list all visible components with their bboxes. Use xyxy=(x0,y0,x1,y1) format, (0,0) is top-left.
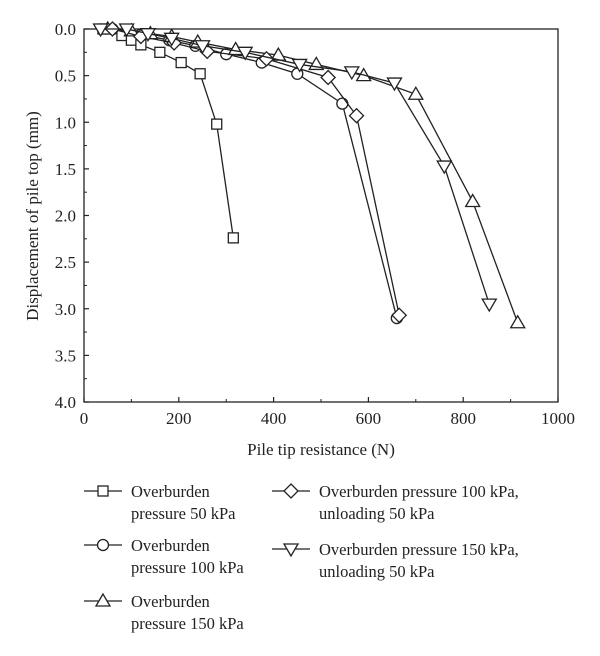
legend-marker xyxy=(282,543,300,558)
x-tick-label: 800 xyxy=(450,409,476,428)
data-point xyxy=(227,232,239,244)
data-point xyxy=(509,314,526,329)
y-tick-label: 0.0 xyxy=(55,20,76,39)
legend-label: Overburden xyxy=(131,482,210,501)
legend-entry: Overburden pressure 100 kPa, unloading 50… xyxy=(272,482,519,523)
data-point xyxy=(343,66,360,81)
series-square xyxy=(97,23,239,244)
y-tick-label: 1.5 xyxy=(55,160,76,179)
legend-label: pressure 100 kPa xyxy=(131,558,244,577)
data-point xyxy=(92,23,109,38)
legend-label: Overburden xyxy=(131,592,210,611)
legend-entry: Overburden pressure 50 kPa xyxy=(84,482,236,523)
legend: Overburden pressure 50 kPa Overburden press… xyxy=(84,482,519,633)
legend-marker xyxy=(97,485,109,497)
x-tick-label: 200 xyxy=(166,409,192,428)
y-tick-label: 2.5 xyxy=(55,253,76,272)
data-point xyxy=(118,23,135,38)
x-axis-label: Pile tip resistance (N) xyxy=(247,440,395,459)
y-tick-label: 4.0 xyxy=(55,393,76,412)
plot-frame xyxy=(83,28,559,403)
series-layer xyxy=(92,20,526,329)
data-point xyxy=(175,56,187,69)
series-triangle-down xyxy=(92,23,498,313)
y-tick-label: 2.0 xyxy=(55,207,76,226)
data-point xyxy=(336,97,349,110)
data-point xyxy=(291,58,308,73)
y-tick-label: 0.5 xyxy=(55,67,76,86)
x-tick-label: 400 xyxy=(261,409,287,428)
data-point xyxy=(139,28,157,42)
data-point xyxy=(391,307,408,324)
legend-label: unloading 50 kPa xyxy=(319,562,435,581)
y-axis: 0.0 0.5 1.0 1.5 2.0 2.5 3.0 3.5 4.0 xyxy=(55,20,89,412)
x-tick-label: 600 xyxy=(356,409,382,428)
x-tick-label: 0 xyxy=(80,409,89,428)
legend-label: unloading 50 kPa xyxy=(319,504,435,523)
legend-label: pressure 50 kPa xyxy=(131,504,236,523)
data-point xyxy=(237,46,254,61)
data-point xyxy=(211,118,223,130)
legend-label: Overburden pressure 100 kPa, xyxy=(319,482,519,501)
y-axis-label: Displacement of pile top (mm) xyxy=(23,111,42,321)
data-point xyxy=(348,107,365,124)
legend-entry: Overburden pressure 100 kPa xyxy=(84,536,244,577)
legend-marker xyxy=(283,483,299,499)
data-point xyxy=(154,46,166,58)
legend-marker xyxy=(96,538,110,552)
legend-entry: Overburden pressure 150 kPa xyxy=(84,592,244,633)
y-tick-label: 1.0 xyxy=(55,113,76,132)
data-point xyxy=(163,32,180,47)
y-tick-label: 3.5 xyxy=(55,346,76,365)
legend-label: Overburden pressure 150 kPa, xyxy=(319,540,519,559)
data-point xyxy=(194,40,211,55)
legend-label: Overburden xyxy=(131,536,210,555)
y-tick-label: 3.0 xyxy=(55,300,76,319)
legend-entry: Overburden pressure 150 kPa, unloading 50… xyxy=(272,540,519,581)
data-point xyxy=(320,69,337,86)
data-point xyxy=(436,160,453,175)
series-diamond xyxy=(104,21,408,324)
plot-area: 0 200 400 600 800 1000 0.0 0.5 1.0 1.5 2.0 2.5 3.0 3… xyxy=(55,20,575,428)
data-point xyxy=(464,193,481,208)
legend-marker xyxy=(94,592,112,607)
x-tick-label: 1000 xyxy=(541,409,575,428)
data-point xyxy=(407,85,424,100)
series-line xyxy=(102,28,234,238)
data-point xyxy=(386,77,403,92)
series-triangle-up xyxy=(99,20,526,329)
legend-label: pressure 150 kPa xyxy=(131,614,244,633)
x-axis: 0 200 400 600 800 1000 xyxy=(80,397,575,428)
data-point xyxy=(194,68,206,80)
data-point xyxy=(481,298,498,313)
